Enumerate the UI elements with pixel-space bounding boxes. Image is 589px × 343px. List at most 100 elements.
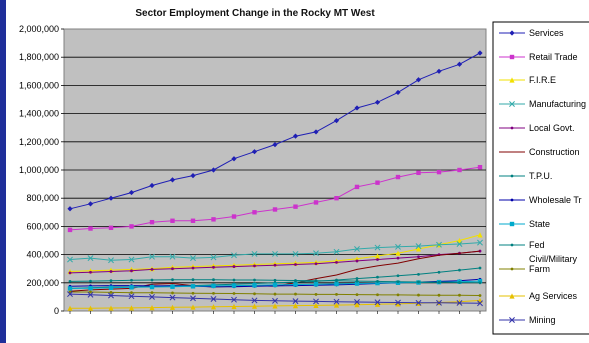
legend-label-ag-services: Ag Services xyxy=(529,291,578,301)
left-accent-bar xyxy=(0,0,6,343)
data-point-retail-trade xyxy=(395,174,401,180)
data-point-mining xyxy=(128,293,135,300)
data-point-mining xyxy=(169,294,176,301)
data-point-local-govt xyxy=(68,271,72,275)
data-point-retail-trade xyxy=(190,218,196,223)
data-point-retail-trade xyxy=(436,169,442,175)
data-point-local-govt xyxy=(376,258,379,261)
data-point-retail-trade xyxy=(354,184,360,190)
data-point-fed-civil-military xyxy=(294,279,297,282)
data-point-farm xyxy=(314,292,318,296)
y-tick-label: 1,000,000 xyxy=(19,165,59,175)
data-point-mining xyxy=(231,296,237,303)
data-point-ag-services xyxy=(67,305,73,311)
y-tick-label: 1,800,000 xyxy=(19,52,59,62)
data-point-manufacturing xyxy=(333,248,340,255)
data-point-farm xyxy=(396,293,400,297)
data-point-f-i-r-e xyxy=(395,250,401,256)
chart-title: Sector Employment Change in the Rocky MT… xyxy=(135,8,375,19)
data-point-mining xyxy=(87,291,94,298)
data-point-mining xyxy=(374,299,381,306)
data-point-state xyxy=(334,281,339,287)
data-point-manufacturing xyxy=(149,253,155,260)
data-point-ag-services xyxy=(313,302,319,308)
data-point-ag-services xyxy=(251,303,258,309)
y-tick-label: 400,000 xyxy=(26,250,59,260)
data-point-manufacturing xyxy=(374,244,381,251)
data-point-fed-civil-military xyxy=(417,280,420,284)
legend-label-civil-military: Civil/Military xyxy=(529,254,577,264)
data-point-ag-services xyxy=(149,305,155,311)
data-point-services xyxy=(190,173,196,179)
y-tick-label: 600,000 xyxy=(26,221,59,231)
data-point-services xyxy=(149,182,155,189)
legend-marker-state xyxy=(509,221,515,227)
data-point-retail-trade xyxy=(67,227,73,233)
data-point-farm xyxy=(273,292,277,296)
data-point-ag-services xyxy=(272,303,278,309)
data-point-ag-services xyxy=(354,302,360,308)
legend-marker-mining xyxy=(509,317,515,323)
data-point-fed-civil-military xyxy=(314,279,318,283)
data-point-farm xyxy=(212,291,215,295)
y-tick-label: 1,200,000 xyxy=(19,137,59,147)
data-point-local-govt xyxy=(335,260,338,264)
data-point-retail-trade xyxy=(416,170,421,176)
data-point-ag-services xyxy=(190,304,196,310)
legend-label-f-i-r-e: F.I.R.E xyxy=(529,75,556,85)
data-point-local-govt xyxy=(89,270,92,274)
data-point-services xyxy=(231,156,237,162)
data-point-mining xyxy=(333,298,340,305)
data-point-state xyxy=(231,283,237,288)
data-point-local-govt xyxy=(130,269,133,273)
data-point-ag-services xyxy=(395,301,401,307)
data-point-services xyxy=(374,99,381,105)
data-point-farm xyxy=(191,291,195,295)
data-point-f-i-r-e xyxy=(477,232,483,238)
data-point-services xyxy=(354,105,360,111)
data-point-mining xyxy=(149,293,155,300)
data-point-retail-trade xyxy=(129,224,134,229)
legend-marker-wholesale-tr xyxy=(510,198,514,202)
y-tick-label: 2,000,000 xyxy=(19,24,59,34)
data-point-manufacturing xyxy=(251,250,258,257)
data-point-manufacturing xyxy=(292,250,299,257)
data-point-farm xyxy=(253,292,256,296)
y-tick-label: 1,400,000 xyxy=(19,109,59,119)
data-point-local-govt xyxy=(417,255,420,259)
legend-marker-fed xyxy=(510,243,514,247)
data-point-state xyxy=(129,285,134,290)
data-point-manufacturing xyxy=(169,253,176,260)
data-point-local-govt xyxy=(191,266,195,270)
data-point-state xyxy=(170,284,175,289)
data-point-ag-services xyxy=(108,305,114,311)
data-point-retail-trade xyxy=(252,210,257,215)
data-point-manufacturing xyxy=(456,241,463,247)
legend-label-state: State xyxy=(529,219,550,229)
data-point-state xyxy=(354,281,360,286)
data-point-fed-civil-military xyxy=(458,281,461,284)
legend-marker-retail-trade xyxy=(509,54,515,60)
data-point-fed-civil-military xyxy=(212,278,215,282)
legend-label-farm: Farm xyxy=(529,264,550,274)
data-point-services xyxy=(436,68,442,74)
data-point-ag-services xyxy=(292,303,299,309)
data-point-f-i-r-e xyxy=(415,246,422,252)
data-point-manufacturing xyxy=(415,243,422,250)
data-point-retail-trade xyxy=(293,204,298,209)
data-point-manufacturing xyxy=(272,250,278,257)
data-point-retail-trade xyxy=(170,218,175,223)
data-point-retail-trade xyxy=(272,207,278,212)
data-point-farm xyxy=(109,290,113,294)
data-point-farm xyxy=(478,294,482,297)
legend-label-manufacturing: Manufacturing xyxy=(529,99,586,109)
data-point-retail-trade xyxy=(149,219,155,225)
data-point-services xyxy=(333,118,340,124)
data-point-local-govt xyxy=(314,262,318,266)
legend-label-local-govt: Local Govt. xyxy=(529,123,575,133)
legend-marker-farm xyxy=(510,267,514,271)
data-point-farm xyxy=(437,293,441,297)
data-point-local-govt xyxy=(273,263,277,267)
data-point-local-govt xyxy=(253,264,256,268)
